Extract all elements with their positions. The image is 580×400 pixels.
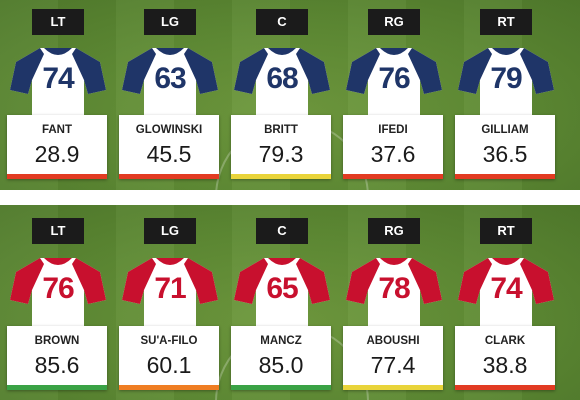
grade-color-bar — [119, 385, 219, 390]
jersey-number: 74 — [490, 272, 522, 305]
player-grade: 79.3 — [258, 141, 304, 167]
grade-card: MANCZ 85.0 — [231, 326, 331, 390]
player-name: ABOUSHI — [366, 335, 420, 347]
jersey-icon: 63 — [122, 40, 218, 124]
player-name: IFEDI — [378, 124, 408, 136]
player-name: BROWN — [34, 335, 80, 347]
jersey-number: 71 — [154, 272, 186, 305]
player-grade: 36.5 — [482, 141, 528, 167]
player-card: C 65 MANCZ 85.0 — [226, 205, 337, 395]
player-grade: 28.9 — [34, 141, 80, 167]
player-card: RT 74 CLARK 38.8 — [450, 205, 561, 395]
jersey-icon: 65 — [234, 250, 330, 334]
jersey-icon: 74 — [10, 40, 106, 124]
player-name: GLOWINSKI — [135, 124, 203, 136]
jersey-number: 63 — [154, 62, 186, 95]
grade-card: IFEDI 37.6 — [343, 115, 443, 179]
position-label: RT — [480, 9, 532, 35]
jersey-icon: 74 — [458, 250, 554, 334]
jersey-number: 76 — [378, 62, 410, 95]
player-name: SU'A-FILO — [140, 335, 198, 347]
player-name: CLARK — [484, 335, 526, 347]
player-grade: 38.8 — [482, 352, 528, 378]
jersey-icon: 76 — [10, 250, 106, 334]
player-name: MANCZ — [260, 335, 302, 347]
grade-color-bar — [119, 174, 219, 179]
jersey-number: 76 — [42, 272, 74, 305]
grade-card: GLOWINSKI 45.5 — [119, 115, 219, 179]
jersey-icon: 79 — [458, 40, 554, 124]
player-name: BRITT — [264, 124, 298, 136]
player-name: FANT — [41, 124, 73, 136]
grade-color-bar — [7, 174, 107, 179]
jersey-number: 74 — [42, 62, 74, 95]
player-card: C 68 BRITT 79.3 — [226, 0, 337, 190]
grade-color-bar — [343, 174, 443, 179]
jersey-number: 79 — [490, 62, 522, 95]
jersey-icon: 68 — [234, 40, 330, 124]
player-grade: 37.6 — [370, 141, 416, 167]
top-offensive-line: LT 74 FANT 28.9 LG 63 GLOWINSKI 45.5 C 68 BRITT 79.… — [0, 0, 580, 190]
grade-color-bar — [231, 385, 331, 390]
position-label: LG — [144, 9, 196, 35]
jersey-number: 68 — [266, 62, 298, 95]
player-card: LG 71 SU'A-FILO 60.1 — [114, 205, 225, 395]
jersey-number: 78 — [378, 272, 410, 305]
grade-color-bar — [455, 174, 555, 179]
grade-color-bar — [455, 385, 555, 390]
player-grade: 85.6 — [34, 352, 80, 378]
jersey-icon: 76 — [346, 40, 442, 124]
position-label: RG — [368, 218, 420, 244]
jersey-icon: 78 — [346, 250, 442, 334]
player-grade: 77.4 — [370, 352, 416, 378]
player-card: RG 76 IFEDI 37.6 — [338, 0, 449, 190]
position-label: LT — [32, 218, 84, 244]
grade-card: SU'A-FILO 60.1 — [119, 326, 219, 390]
position-label: LT — [32, 9, 84, 35]
player-card: LT 76 BROWN 85.6 — [2, 205, 113, 395]
position-label: C — [256, 218, 308, 244]
grade-color-bar — [343, 385, 443, 390]
bottom-offensive-line: LT 76 BROWN 85.6 LG 71 SU'A-FILO 60.1 C 65 MANCZ 85… — [0, 205, 580, 400]
position-label: C — [256, 9, 308, 35]
player-grade: 45.5 — [146, 141, 192, 167]
position-label: RT — [480, 218, 532, 244]
position-label: LG — [144, 218, 196, 244]
grade-color-bar — [231, 174, 331, 179]
player-card: LT 74 FANT 28.9 — [2, 0, 113, 190]
grade-color-bar — [7, 385, 107, 390]
player-grade: 85.0 — [258, 352, 304, 378]
position-label: RG — [368, 9, 420, 35]
grade-card: FANT 28.9 — [7, 115, 107, 179]
player-card: RT 79 GILLIAM 36.5 — [450, 0, 561, 190]
player-card: LG 63 GLOWINSKI 45.5 — [114, 0, 225, 190]
grade-card: GILLIAM 36.5 — [455, 115, 555, 179]
grade-card: ABOUSHI 77.4 — [343, 326, 443, 390]
player-grade: 60.1 — [146, 352, 192, 378]
jersey-number: 65 — [266, 272, 298, 305]
grade-card: BROWN 85.6 — [7, 326, 107, 390]
grade-card: CLARK 38.8 — [455, 326, 555, 390]
jersey-icon: 71 — [122, 250, 218, 334]
player-card: RG 78 ABOUSHI 77.4 — [338, 205, 449, 395]
grade-card: BRITT 79.3 — [231, 115, 331, 179]
player-name: GILLIAM — [481, 124, 529, 136]
